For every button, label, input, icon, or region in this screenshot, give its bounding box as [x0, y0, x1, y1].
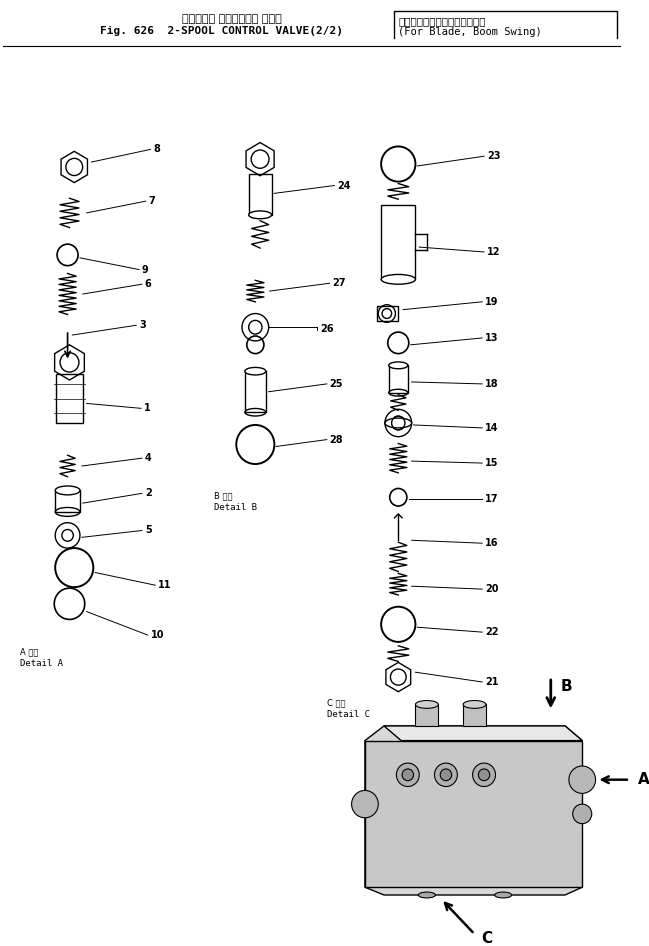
Ellipse shape: [55, 486, 80, 495]
Text: ２スプール コントロール バルブ: ２スプール コントロール バルブ: [182, 14, 282, 25]
Text: 12: 12: [487, 247, 500, 257]
Text: 7: 7: [149, 196, 155, 206]
Ellipse shape: [463, 701, 486, 709]
Ellipse shape: [389, 362, 408, 369]
Ellipse shape: [245, 367, 266, 375]
Circle shape: [440, 769, 452, 780]
Text: 21: 21: [485, 677, 498, 687]
Text: 17: 17: [485, 494, 498, 504]
Text: 14: 14: [485, 423, 498, 433]
Text: 23: 23: [487, 151, 500, 161]
Text: B: B: [560, 679, 572, 694]
Text: A 詳細: A 詳細: [20, 648, 38, 657]
Text: 26: 26: [320, 324, 334, 334]
Bar: [415, 705, 438, 726]
Text: 27: 27: [332, 278, 346, 289]
Text: A: A: [637, 772, 649, 787]
Circle shape: [434, 763, 458, 786]
Text: 20: 20: [485, 584, 498, 594]
Bar: [463, 705, 486, 726]
Polygon shape: [384, 726, 582, 741]
Text: 1: 1: [144, 403, 151, 413]
Text: 16: 16: [485, 538, 498, 548]
Ellipse shape: [249, 211, 271, 219]
Bar: [56, 374, 83, 423]
Text: 18: 18: [485, 379, 498, 389]
Text: 2: 2: [145, 488, 151, 499]
Text: C 詳細: C 詳細: [327, 698, 345, 708]
Ellipse shape: [495, 892, 511, 898]
Ellipse shape: [415, 701, 438, 709]
Text: 22: 22: [485, 627, 498, 637]
Text: (For Blade, Boom Swing): (For Blade, Boom Swing): [398, 27, 542, 37]
Text: 4: 4: [145, 453, 151, 464]
Text: （ブレード，ブームスイング用: （ブレード，ブームスイング用: [398, 16, 486, 26]
Text: C: C: [481, 931, 493, 945]
Ellipse shape: [385, 418, 411, 428]
Polygon shape: [365, 741, 582, 887]
Bar: [377, 306, 398, 322]
Text: 5: 5: [145, 525, 151, 535]
Text: 15: 15: [485, 458, 498, 468]
Ellipse shape: [381, 274, 415, 284]
Bar: [381, 205, 415, 279]
Circle shape: [569, 766, 596, 794]
Circle shape: [402, 769, 413, 780]
Bar: [389, 365, 408, 393]
Text: 3: 3: [139, 321, 146, 330]
Text: 24: 24: [337, 181, 351, 190]
Text: B 詳細: B 詳細: [214, 491, 233, 500]
Text: 13: 13: [485, 333, 498, 343]
Text: Detail A: Detail A: [20, 659, 63, 669]
Text: Detail C: Detail C: [327, 710, 370, 719]
Text: 19: 19: [485, 297, 498, 307]
Text: 28: 28: [330, 434, 343, 445]
Text: 6: 6: [145, 279, 151, 289]
Text: 25: 25: [330, 379, 343, 389]
Text: 10: 10: [151, 630, 164, 640]
Bar: [249, 174, 271, 215]
Text: Detail B: Detail B: [214, 503, 258, 512]
Text: Fig. 626  2-SPOOL CONTROL VALVE(2/2): Fig. 626 2-SPOOL CONTROL VALVE(2/2): [101, 26, 343, 36]
Circle shape: [472, 763, 495, 786]
Text: 11: 11: [158, 580, 171, 590]
Circle shape: [572, 804, 592, 824]
Text: 9: 9: [142, 265, 149, 274]
Bar: [55, 490, 80, 512]
Circle shape: [397, 763, 419, 786]
Bar: [245, 371, 266, 412]
Ellipse shape: [419, 892, 435, 898]
Polygon shape: [365, 726, 582, 895]
Text: 8: 8: [153, 145, 160, 154]
Circle shape: [352, 791, 378, 817]
Circle shape: [478, 769, 490, 780]
